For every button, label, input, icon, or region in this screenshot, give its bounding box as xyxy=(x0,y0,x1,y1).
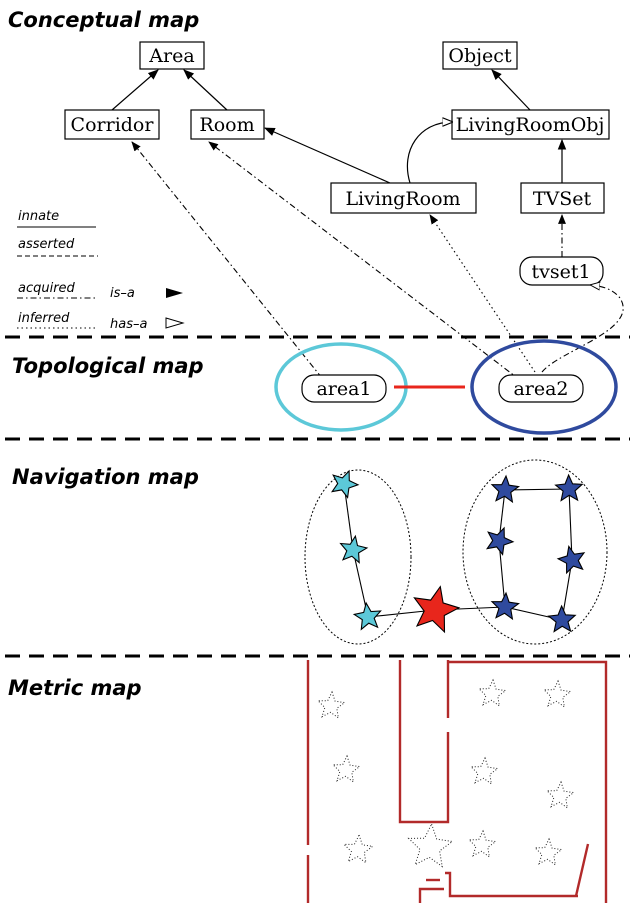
metric-walls xyxy=(306,660,608,903)
room-is-a-area xyxy=(183,69,228,111)
instance-tvset1-label: tvset1 xyxy=(531,261,590,283)
metric-map-title: Metric map xyxy=(8,676,142,700)
area1-label: area1 xyxy=(316,378,371,400)
wall-segment xyxy=(398,660,450,824)
concept-room-label: Room xyxy=(199,114,254,136)
nav-node-area2 xyxy=(486,526,515,556)
nav-node-area2 xyxy=(554,473,584,502)
metric-scans xyxy=(316,678,575,868)
area2-has-a-tvset1 xyxy=(541,285,624,373)
livingroom-has-a-livingroomobj xyxy=(406,122,452,184)
metric-scan-marker xyxy=(467,829,497,859)
concept-tvset-label: TVSet xyxy=(533,188,592,210)
is-a-links xyxy=(111,69,567,184)
navigation-map-title: Navigation map xyxy=(12,465,199,489)
metric-scan-marker xyxy=(331,754,361,784)
legend: innate asserted acquired inferred is–a h… xyxy=(17,209,185,332)
corridor-is-a-area xyxy=(111,69,159,111)
metric-map xyxy=(306,660,608,903)
concept-object: Object xyxy=(442,41,518,70)
metric-scan-marker xyxy=(533,837,563,867)
legend-asserted-label: asserted xyxy=(18,237,75,252)
nav-edge xyxy=(568,488,573,561)
legend-has-a-arrowhead xyxy=(165,317,185,329)
nav-node-doorway xyxy=(413,585,461,634)
metric-scan-marker xyxy=(407,822,454,868)
legend-acquired-label: acquired xyxy=(18,281,76,296)
nav-node-area2 xyxy=(490,474,520,504)
concept-livingroomobj: LivingRoomObj xyxy=(451,109,610,140)
concept-room: Room xyxy=(190,109,265,140)
legend-innate-label: innate xyxy=(18,209,59,224)
nav-node-area2 xyxy=(490,591,520,621)
livingroomobj-is-a-object xyxy=(491,69,531,111)
nav-node-area1 xyxy=(331,469,360,499)
area1-node xyxy=(301,374,387,403)
nav-node-area2 xyxy=(547,604,577,633)
area2-region xyxy=(470,339,618,435)
wall-segment xyxy=(418,887,444,903)
livingroom-is-a-room xyxy=(264,127,391,184)
metric-scan-marker xyxy=(542,679,572,709)
nav-node-area2 xyxy=(556,545,586,575)
area2-nav-boundary xyxy=(462,459,608,645)
wall-segment xyxy=(445,871,578,898)
wall-segment xyxy=(448,660,608,903)
concept-area: Area xyxy=(139,41,205,70)
topological-map-title: Topological map xyxy=(12,354,204,378)
area2-is-a-room xyxy=(208,141,521,381)
area1-is-a-corridor xyxy=(131,141,323,379)
metric-scan-marker xyxy=(477,678,507,708)
nav-edge xyxy=(504,488,570,491)
metric-scan-marker xyxy=(316,690,346,720)
legend-is-a-label: is–a xyxy=(110,286,135,301)
nav-node-area1 xyxy=(352,601,382,631)
concept-livingroom: LivingRoom xyxy=(330,182,477,214)
concept-livingroomobj-label: LivingRoomObj xyxy=(456,114,605,136)
legend-inferred-label: inferred xyxy=(18,311,70,326)
wall-segment xyxy=(574,843,590,897)
conceptual-map-title: Conceptual map xyxy=(8,8,199,32)
nav-edges xyxy=(343,483,573,621)
legend-has-a-label: has–a xyxy=(110,317,147,332)
section-separators xyxy=(5,335,630,658)
nav-node-area1 xyxy=(339,534,369,564)
area2-is-a-livingroom xyxy=(429,214,536,373)
area2-node xyxy=(498,374,584,403)
concept-tvset: TVSet xyxy=(520,182,605,214)
navigation-map xyxy=(304,459,608,645)
area1-nav-boundary xyxy=(304,469,412,645)
metric-scan-marker xyxy=(342,833,374,864)
metric-scan-marker xyxy=(469,756,499,786)
topological-map: area1 area2 xyxy=(274,339,618,435)
instance-tvset1: tvset1 xyxy=(519,256,604,286)
metric-scan-marker xyxy=(545,780,575,810)
concept-livingroom-label: LivingRoom xyxy=(345,188,460,210)
legend-is-a-arrowhead xyxy=(166,288,183,298)
area2-label: area2 xyxy=(513,378,568,400)
concept-corridor: Corridor xyxy=(64,109,160,140)
concept-object-label: Object xyxy=(448,45,512,67)
nav-nodes xyxy=(331,469,586,634)
concept-area-label: Area xyxy=(148,45,194,67)
concept-corridor-label: Corridor xyxy=(71,114,155,136)
